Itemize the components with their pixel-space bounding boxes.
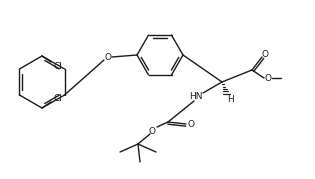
Text: O: O	[187, 120, 194, 129]
Text: O: O	[148, 127, 156, 137]
Text: H: H	[226, 95, 233, 103]
Text: O: O	[261, 50, 268, 59]
Text: HN: HN	[189, 91, 203, 100]
Text: Cl: Cl	[54, 62, 62, 71]
Text: Cl: Cl	[54, 93, 62, 103]
Text: O: O	[265, 74, 272, 83]
Text: O: O	[105, 52, 112, 62]
